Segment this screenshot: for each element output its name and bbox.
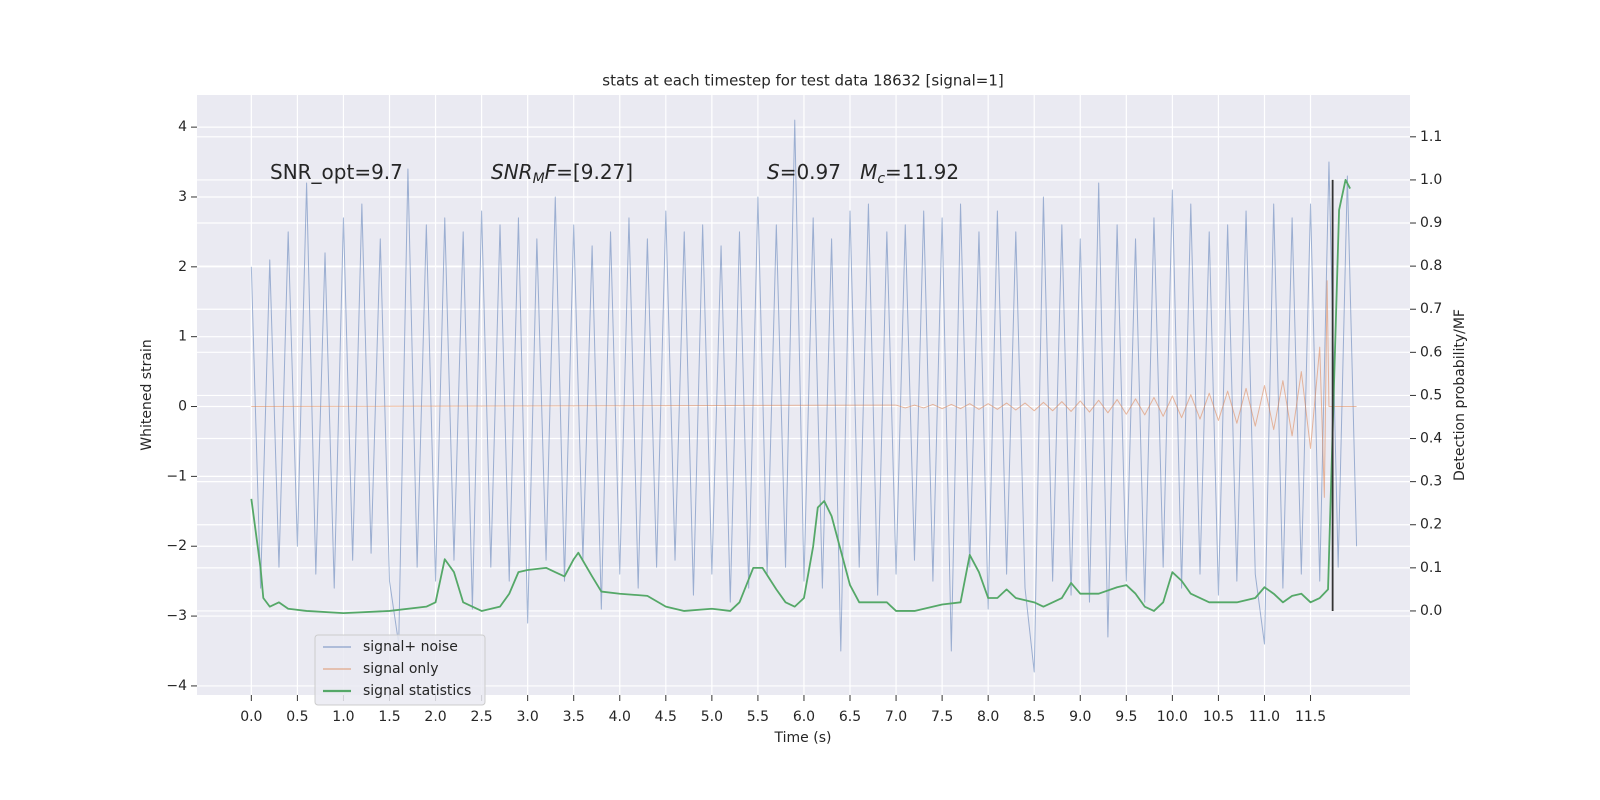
x-tick-label: 9.0 — [1069, 709, 1091, 725]
y2-tick-label: 1.1 — [1420, 129, 1442, 145]
x-tick-label: 2.0 — [424, 709, 446, 725]
annotation: SNRMF=[9.27] — [491, 160, 633, 188]
annotation-part: c — [877, 171, 885, 187]
annotation-part: M — [860, 160, 877, 184]
y2-tick-label: 0.4 — [1420, 431, 1442, 447]
annotation: SNR_opt=9.7 — [270, 160, 403, 184]
y2-tick-label: 0.2 — [1420, 517, 1442, 533]
y2-tick-label: 0.5 — [1420, 387, 1442, 403]
y2-tick-label: 1.0 — [1420, 172, 1442, 188]
legend-label: signal+ noise — [363, 639, 458, 655]
y-tick-label: 1 — [178, 329, 187, 345]
x-tick-label: 10.5 — [1203, 709, 1234, 725]
y-tick-label: −3 — [166, 608, 187, 624]
y-tick-label: −2 — [166, 538, 187, 554]
series-line — [250, 119, 1358, 673]
annotation-part: S — [767, 160, 780, 184]
y2-tick-label: 0.6 — [1420, 344, 1442, 360]
x-tick-label: 10.0 — [1157, 709, 1188, 725]
annotation-part: =11.92 — [885, 160, 959, 184]
y2-tick-label: 0.3 — [1420, 474, 1442, 490]
x-tick-label: 4.5 — [655, 709, 677, 725]
x-tick-label: 5.5 — [747, 709, 769, 725]
x-tick-label: 7.5 — [931, 709, 953, 725]
legend-label: signal statistics — [363, 683, 471, 699]
x-tick-label: 11.0 — [1249, 709, 1280, 725]
y-tick-label: 4 — [178, 119, 187, 135]
chart-title: stats at each timestep for test data 186… — [602, 72, 1003, 90]
x-tick-label: 7.0 — [885, 709, 907, 725]
x-tick-label: 6.5 — [839, 709, 861, 725]
x-tick-label: 1.0 — [332, 709, 354, 725]
x-tick-label: 6.0 — [793, 709, 815, 725]
x-tick-label: 3.0 — [517, 709, 539, 725]
y2-tick-label: 0.1 — [1420, 560, 1442, 576]
y2-tick-label: 0.9 — [1420, 215, 1442, 231]
x-tick-label: 5.0 — [701, 709, 723, 725]
y-axis-label: Whitened strain — [139, 339, 155, 450]
annotation-part: SNR — [491, 160, 533, 184]
annotation-part: F — [545, 160, 557, 184]
y-tick-label: 3 — [178, 189, 187, 205]
y2-tick-label: 0.0 — [1420, 603, 1442, 619]
x-tick-label: 8.0 — [977, 709, 999, 725]
y2-tick-label: 0.7 — [1420, 301, 1442, 317]
y-tick-label: 2 — [178, 259, 187, 275]
annotation-part: SNR_opt=9.7 — [270, 160, 403, 184]
x-tick-label: 11.5 — [1295, 709, 1326, 725]
y2-axis-label: Detection probability/MF — [1452, 309, 1468, 481]
y-tick-label: −4 — [166, 678, 187, 694]
x-tick-label: 4.0 — [609, 709, 631, 725]
series-line — [250, 179, 1351, 614]
annotation-part: =[9.27] — [556, 160, 633, 184]
x-tick-label: 0.0 — [240, 709, 262, 725]
legend-label: signal only — [363, 661, 438, 677]
legend-box — [314, 634, 486, 706]
x-tick-label: 8.5 — [1023, 709, 1045, 725]
x-tick-label: 1.5 — [378, 709, 400, 725]
y-tick-label: −1 — [166, 468, 187, 484]
legend: signal+ noise signal only signal statistic… — [314, 634, 486, 706]
y-tick-label: 0 — [178, 399, 187, 415]
annotation-part: M — [533, 171, 545, 187]
annotation: S=0.97 Mc=11.92 — [767, 160, 959, 188]
x-tick-label: 9.5 — [1115, 709, 1137, 725]
x-tick-label: 0.5 — [286, 709, 308, 725]
annotation-part: =0.97 — [780, 160, 860, 184]
series-line — [251, 280, 1357, 498]
x-tick-label: 3.5 — [563, 709, 585, 725]
x-tick-label: 2.5 — [470, 709, 492, 725]
x-axis-label: Time (s) — [774, 730, 832, 746]
y2-tick-label: 0.8 — [1420, 258, 1442, 274]
